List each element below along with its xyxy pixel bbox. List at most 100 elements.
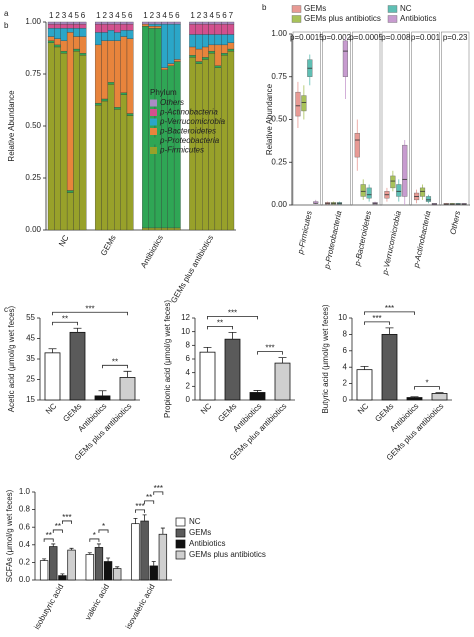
bar-segment (148, 227, 156, 231)
bar-segment (126, 23, 134, 31)
bar-segment (161, 227, 168, 231)
bar-segment (107, 84, 115, 231)
significance-label: *** (228, 308, 237, 317)
bar (58, 575, 67, 581)
bar-segment (148, 21, 156, 25)
significance-bracket (102, 364, 128, 369)
sample-label: 3 (156, 11, 161, 20)
error-bar (115, 566, 120, 569)
bar-segment (221, 55, 228, 231)
error-bar (142, 514, 147, 522)
panel-label: a (4, 9, 9, 18)
error-bar (203, 346, 212, 353)
y-tick-label: 1.0 (19, 487, 31, 496)
box (396, 184, 402, 197)
sample-label: 6 (81, 11, 86, 20)
bar-segment (66, 190, 74, 193)
bar-segment (66, 21, 74, 25)
y-tick-label: 55 (26, 313, 35, 322)
bar-segment (107, 30, 115, 41)
bar-segment (114, 21, 121, 25)
bar-segment (202, 46, 209, 58)
sample-label: 6 (222, 11, 227, 20)
significance-bracket (144, 500, 155, 504)
y-axis-label: Acetic acid (μmol/g wet feces) (7, 305, 16, 412)
significance-label: ** (146, 493, 152, 502)
bar-segment (189, 23, 196, 35)
sample-label: 4 (68, 11, 73, 20)
box (301, 95, 307, 112)
y-tick-label: 25 (26, 375, 35, 384)
bar-segment (195, 61, 203, 64)
error-bar (51, 543, 56, 547)
bar-segment (227, 34, 235, 43)
sample-label: 3 (203, 11, 208, 20)
y-tick-label: 1.00 (271, 29, 287, 38)
legend-swatch (175, 517, 186, 527)
x-tick-label: GEMs (216, 402, 238, 424)
legend-label: NC (400, 4, 412, 13)
error-bar (123, 370, 132, 378)
bar-segment (161, 67, 168, 70)
y-tick-label: 0.25 (271, 157, 287, 166)
bar-segment (214, 65, 222, 68)
bar-segment (60, 40, 68, 52)
x-tick-label: p-Firmicutes (296, 210, 314, 256)
bar-segment (114, 107, 121, 110)
error-bar (435, 392, 444, 394)
y-tick-label: 2 (186, 381, 191, 390)
bar-segment (66, 23, 74, 29)
bar-segment (107, 21, 115, 25)
bar-segment (167, 23, 175, 64)
legend-label: p-Verrucomicrobia (159, 117, 226, 126)
y-axis-label: Relative Abundance (265, 83, 274, 155)
bar-segment (73, 21, 80, 25)
bar (67, 549, 76, 581)
p-value: p=0.0005 (349, 33, 383, 42)
bar-segment (195, 48, 203, 62)
bar-segment (126, 21, 134, 25)
bar-segment (227, 42, 235, 50)
legend-label: p-Actinobacteria (159, 108, 218, 117)
y-tick-label: 1.00 (25, 17, 41, 26)
significance-bracket (414, 386, 440, 390)
y-axis-label: Relative Abundance (7, 90, 16, 162)
bar-segment (221, 34, 228, 46)
sample-label: 5 (74, 11, 79, 20)
bar-segment (161, 21, 168, 25)
bar (69, 331, 86, 401)
bar (381, 333, 398, 401)
legend-label: NC (189, 517, 201, 526)
y-tick-label: 35 (26, 354, 35, 363)
panel-label: b (262, 3, 267, 12)
significance-label: *** (154, 484, 163, 493)
bar-segment (47, 23, 55, 29)
y-tick-label: 10 (338, 313, 347, 322)
bar-segment (120, 36, 128, 93)
bar-segment (79, 28, 87, 37)
bar-segment (221, 44, 228, 54)
bar-segment (126, 38, 134, 114)
bar-segment (195, 21, 203, 25)
bar-segment (101, 32, 109, 41)
bar-segment (148, 26, 156, 29)
legend-swatch (387, 5, 398, 13)
bar (274, 362, 291, 401)
bar-segment (101, 98, 109, 102)
y-tick-label: 0 (343, 395, 348, 404)
bar-segment (195, 23, 203, 35)
error-bar (87, 552, 92, 555)
bar-segment (120, 94, 128, 231)
bar (49, 546, 58, 581)
bar-segment (126, 115, 134, 231)
facet-frame (441, 31, 470, 206)
y-tick-label: 0.00 (25, 225, 41, 234)
sample-label: 6 (128, 11, 133, 20)
significance-label: * (93, 531, 96, 540)
y-tick-label: 4 (186, 368, 191, 377)
significance-bracket (207, 315, 258, 320)
bar (113, 568, 122, 581)
box (402, 144, 408, 197)
bar-segment (54, 21, 61, 25)
box (390, 175, 396, 189)
